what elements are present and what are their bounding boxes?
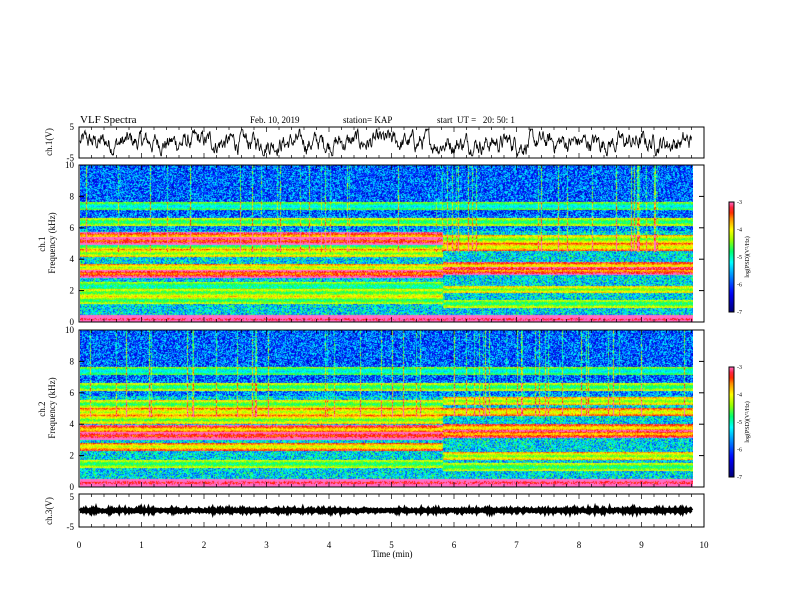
date-label: Feb. 10, 2019: [250, 115, 300, 125]
spec1-yticks-label-5: 10: [65, 160, 75, 170]
cb2-ticks-label-4: -7: [737, 475, 742, 481]
ch2-colorbar-strip: [729, 367, 734, 477]
x-tick-label-7: 7: [514, 540, 519, 550]
spec1-yticks-label-3: 6: [70, 223, 75, 233]
x-tick-label-0: 0: [77, 540, 82, 550]
start-time-label: start UT = 20: 50: 1: [437, 115, 515, 125]
cb2-ticks-label-1: -4: [737, 393, 742, 399]
x-tick-label-3: 3: [264, 540, 269, 550]
x-axis-label: Time (min): [372, 549, 413, 559]
ch2-colorbar-frame: [728, 366, 735, 478]
spec2-yticks-label-3: 6: [70, 388, 75, 398]
ch3-waveform-line: [78, 502, 694, 519]
ch1-waveform-panel: 5 -5 ch.1(V): [44, 122, 705, 163]
ch1-colorbar: -3 -4 -5 -6 -7 log(PSD)(V²/Hz): [728, 200, 751, 316]
spec1-yticks-label-1: 2: [70, 286, 75, 296]
ch1-colorbar-frame: [728, 201, 735, 313]
x-axis-tick-labels: 0 1 2 3 4 5 6 7 8 9 10: [77, 540, 709, 550]
ch3-waveform-panel: 5 -5 ch.3(V): [44, 492, 705, 532]
ch1-spectrogram-ylabel-freq: Frequency (kHz): [47, 212, 57, 273]
cb1-ticks-label-2: -5: [737, 255, 742, 261]
cb1-ticks-label-4: -7: [737, 310, 742, 316]
ch2-spectrogram-yticks: 0 2 4 6 8 10: [65, 325, 704, 492]
x-tick-label-5: 5: [389, 540, 394, 550]
ch1-spectrogram-ylabel: ch.1 Frequency (kHz): [37, 212, 57, 273]
spec2-yticks-label-0: 0: [70, 482, 75, 492]
ch2-colorbar: -3 -4 -5 -6 -7 log(PSD)(V²/Hz): [728, 365, 751, 481]
ch1-spectrogram-ylabel-channel: ch.1: [37, 237, 47, 252]
x-tick-label-2: 2: [202, 540, 207, 550]
ch2-spectrogram-ylabel-freq: Frequency (kHz): [47, 377, 57, 438]
ch1-colorbar-ticks: -3 -4 -5 -6 -7: [737, 200, 742, 316]
ch1-spectrogram-image: [80, 165, 693, 322]
ch1-colorbar-label: log(PSD)(V²/Hz): [744, 236, 751, 277]
ch1-ytick-bottom: -5: [67, 153, 75, 163]
ch3-ylabel: ch.3(V): [44, 497, 54, 525]
ch3-ytick-bottom: -5: [67, 522, 75, 532]
cb2-ticks-label-0: -3: [737, 365, 742, 371]
cb1-ticks-label-1: -4: [737, 228, 742, 234]
ch2-spectrogram-image: [80, 330, 693, 487]
ch2-spectrogram-ylabel-channel: ch.2: [37, 402, 47, 417]
x-tick-label-1: 1: [139, 540, 144, 550]
ch1-ylabel: ch.1(V): [44, 128, 54, 156]
spec2-yticks-label-5: 10: [65, 325, 75, 335]
ch2-colorbar-label: log(PSD)(V²/Hz): [744, 401, 751, 442]
cb1-ticks-label-3: -6: [737, 283, 742, 289]
spec1-yticks-label-2: 4: [70, 254, 75, 264]
spec1-yticks-label-4: 8: [70, 191, 75, 201]
x-tick-label-4: 4: [327, 540, 332, 550]
spec1-yticks-label-0: 0: [70, 317, 75, 327]
spec2-yticks-label-4: 8: [70, 356, 75, 366]
ch1-colorbar-strip: [729, 202, 734, 312]
x-tick-label-8: 8: [577, 540, 582, 550]
ch2-spectrogram-ylabel: ch.2 Frequency (kHz): [37, 377, 57, 438]
ch1-waveform-line: [79, 127, 692, 158]
cb2-ticks-label-2: -5: [737, 420, 742, 426]
cb2-ticks-label-3: -6: [737, 448, 742, 454]
x-axis-ticks: [78, 127, 705, 527]
x-tick-label-6: 6: [452, 540, 457, 550]
station-label: station= KAP: [343, 115, 392, 125]
ch1-spectrogram-panel: 0 2 4 6 8 10 ch.1 Frequency (kHz): [37, 160, 705, 327]
figure-title: VLF Spectra: [80, 114, 137, 126]
spec2-yticks-label-1: 2: [70, 451, 75, 461]
spec2-yticks-label-2: 4: [70, 419, 75, 429]
ch1-spectrogram-yticks: 0 2 4 6 8 10: [65, 160, 704, 327]
ch2-spectrogram-panel: 0 2 4 6 8 10 ch.2 Frequency (kHz): [37, 325, 705, 492]
x-tick-label-10: 10: [700, 540, 710, 550]
ch2-colorbar-ticks: -3 -4 -5 -6 -7: [737, 365, 742, 481]
cb1-ticks-label-0: -3: [737, 200, 742, 206]
ch3-ytick-top: 5: [70, 492, 75, 502]
x-tick-label-9: 9: [639, 540, 644, 550]
ch1-ytick-top: 5: [70, 122, 75, 132]
